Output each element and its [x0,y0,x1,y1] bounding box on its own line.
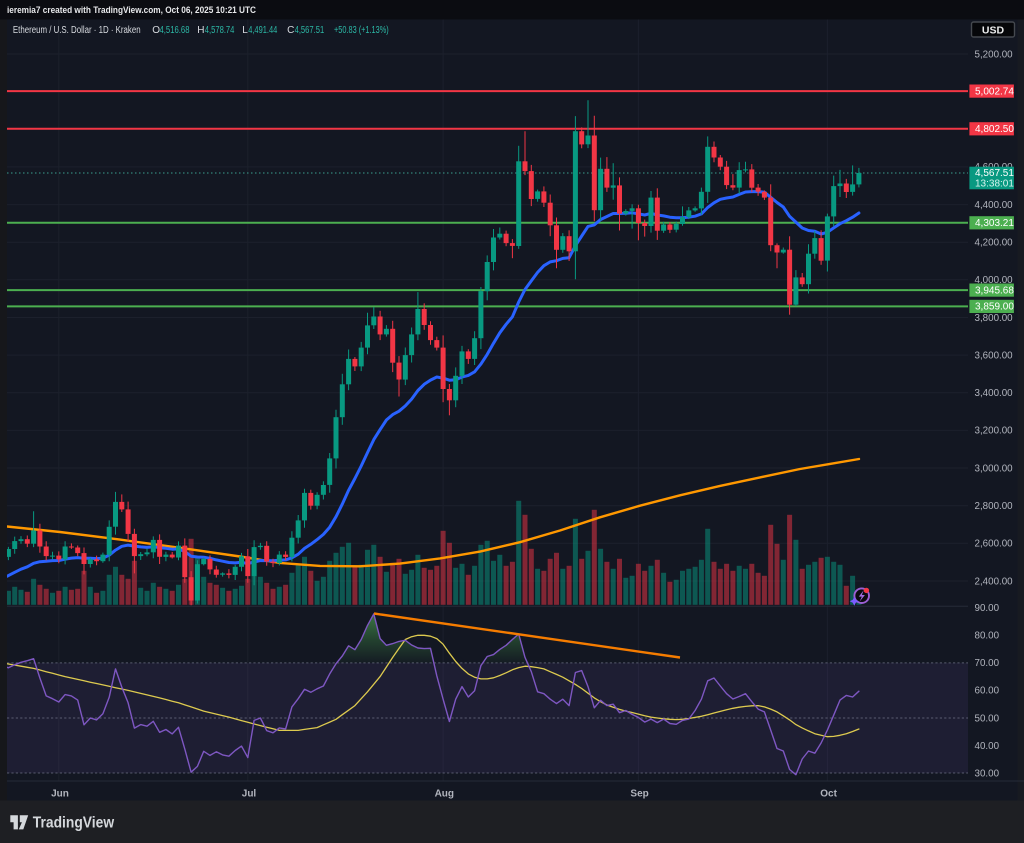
svg-text:L: L [242,25,248,36]
svg-text:90.00: 90.00 [975,603,1000,614]
svg-text:2,800.00: 2,800.00 [975,501,1014,512]
svg-text:2,400.00: 2,400.00 [975,576,1014,587]
svg-text:2,600.00: 2,600.00 [975,539,1014,550]
svg-text:4,802.50: 4,802.50 [975,124,1014,135]
svg-text:Jun: Jun [51,789,69,800]
svg-text:3,000.00: 3,000.00 [975,463,1014,474]
svg-text:Aug: Aug [435,789,454,800]
svg-text:3,400.00: 3,400.00 [975,388,1014,399]
svg-text:70.00: 70.00 [975,658,1000,669]
svg-text:5,200.00: 5,200.00 [975,49,1014,60]
svg-text:TradingView: TradingView [33,814,115,831]
svg-text:80.00: 80.00 [975,631,1000,642]
svg-text:13:38:01: 13:38:01 [975,178,1014,189]
svg-text:3,859.00: 3,859.00 [975,302,1014,313]
svg-text:4,491.44: 4,491.44 [248,25,277,36]
svg-text:40.00: 40.00 [975,741,1000,752]
svg-text:3,600.00: 3,600.00 [975,350,1014,361]
svg-text:3,945.68: 3,945.68 [975,285,1014,296]
svg-text:Sep: Sep [630,789,648,800]
svg-text:Oct: Oct [820,789,837,800]
svg-text:60.00: 60.00 [975,686,1000,697]
svg-text:Jul: Jul [242,789,257,800]
svg-text:50.00: 50.00 [975,713,1000,724]
svg-text:4,400.00: 4,400.00 [975,200,1014,211]
svg-text:Ethereum / U.S. Dollar · 1D ·: Ethereum / U.S. Dollar · 1D · Kraken [13,25,141,36]
svg-text:30.00: 30.00 [975,768,1000,779]
svg-text:5,002.74: 5,002.74 [975,86,1014,97]
svg-text:+50.83 (+1.13%): +50.83 (+1.13%) [334,25,389,36]
svg-text:4,200.00: 4,200.00 [975,238,1014,249]
svg-text:USD: USD [982,24,1005,36]
svg-text:H: H [197,25,204,36]
svg-text:3,800.00: 3,800.00 [975,313,1014,324]
svg-text:4,000.00: 4,000.00 [975,275,1014,286]
svg-text:4,303.21: 4,303.21 [975,218,1014,229]
svg-text:4,578.74: 4,578.74 [205,25,235,36]
svg-text:4,567.51: 4,567.51 [975,168,1014,179]
svg-text:O: O [152,25,160,36]
svg-text:4,516.68: 4,516.68 [160,25,190,36]
svg-text:4,567.51: 4,567.51 [295,25,325,36]
svg-text:3,200.00: 3,200.00 [975,426,1014,437]
svg-text:ieremia7 created with TradingV: ieremia7 created with TradingView.com, O… [7,5,256,16]
svg-text:C: C [287,25,294,36]
